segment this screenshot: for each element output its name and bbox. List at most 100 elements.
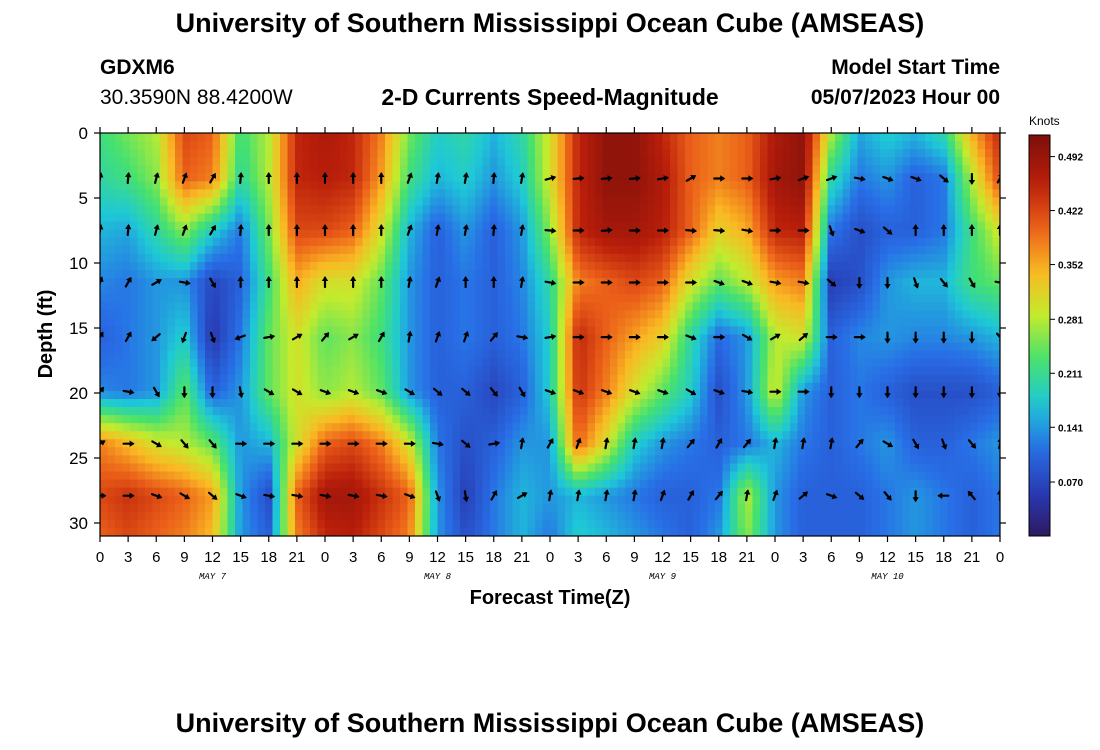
heatmap-cell [535,189,544,199]
heatmap-cell [992,173,1000,182]
heatmap-cell [175,398,184,408]
heatmap-cell [662,302,671,311]
heatmap-cell [355,350,364,360]
heatmap-cell [415,382,424,392]
heatmap-cell [145,286,154,295]
heatmap-cell [887,173,896,182]
heatmap-cell [175,318,184,328]
heatmap-cell [617,447,626,456]
heatmap-cell [527,294,536,303]
heatmap-cell [962,181,971,191]
heatmap-cell [625,157,634,166]
heatmap-cell [505,197,514,207]
heatmap-cell [445,221,454,231]
heatmap-cell [400,165,409,174]
heatmap-cell [302,310,311,319]
heatmap-cell [902,245,911,255]
heatmap-cell [535,278,544,287]
heatmap-cell [737,334,746,344]
heatmap-cell [932,149,941,158]
heatmap-cell [647,374,656,384]
heatmap-cell [527,382,536,392]
heatmap-cell [977,205,986,215]
heatmap-cell [295,342,304,352]
heatmap-cell [115,197,124,207]
heatmap-cell [602,221,611,231]
heatmap-cell [460,302,469,311]
heatmap-cell [265,237,274,247]
heatmap-cell [692,157,701,166]
heatmap-cell [610,398,619,408]
heatmap-cell [422,302,431,311]
heatmap-cell [715,407,724,416]
heatmap-cell [130,310,139,319]
heatmap-cell [362,366,371,376]
heatmap-cell [797,229,806,239]
heatmap-cell [865,398,874,408]
heatmap-cell [100,447,109,456]
heatmap-cell [467,318,476,328]
heatmap-cell [647,350,656,360]
heatmap-cell [542,181,551,191]
heatmap-cell [595,407,604,416]
heatmap-cell [137,157,146,166]
heatmap-cell [137,133,146,142]
heatmap-cell [992,189,1000,199]
heatmap-cell [317,229,326,239]
heatmap-cell [362,294,371,303]
heatmap-cell [167,213,176,223]
heatmap-cell [415,181,424,191]
heatmap-cell [520,133,529,142]
heatmap-cell [325,318,334,328]
heatmap-cell [227,447,236,456]
heatmap-cell [400,326,409,336]
heatmap-cell [992,237,1000,247]
heatmap-cell [812,366,821,376]
heatmap-cell [580,407,589,416]
heatmap-cell [190,334,199,344]
heatmap-cell [452,390,461,400]
heatmap-cell [497,229,506,239]
heatmap-cell [550,358,559,368]
heatmap-cell [572,205,581,215]
heatmap-cell [422,245,431,255]
heatmap-cell [820,382,829,392]
heatmap-cell [842,423,851,432]
heatmap-cell [242,310,251,319]
heatmap-cell [647,439,656,448]
heatmap-cell [625,318,634,328]
heatmap-cell [385,431,394,440]
heatmap-cell [737,245,746,255]
heatmap-cell [235,423,244,432]
heatmap-cell [145,318,154,328]
heatmap-cell [782,302,791,311]
heatmap-cell [745,270,754,279]
heatmap-cell [962,221,971,231]
heatmap-cell [520,157,529,166]
heatmap-cell [137,213,146,223]
heatmap-cell [775,286,784,295]
heatmap-cell [220,205,229,215]
model-start-value: 05/07/2023 Hour 00 [810,86,1000,109]
heatmap-cell [445,398,454,408]
heatmap-cell [430,398,439,408]
heatmap-cell [970,294,979,303]
heatmap-cell [992,366,1000,376]
heatmap-cell [535,326,544,336]
heatmap-cell [190,245,199,255]
heatmap-cell [467,423,476,432]
heatmap-cell [475,237,484,247]
heatmap-cell [197,245,206,255]
heatmap-cell [550,382,559,392]
heatmap-cell [220,189,229,199]
heatmap-cell [557,286,566,295]
heatmap-cell [295,326,304,336]
heatmap-cell [287,463,296,473]
heatmap-cell [302,197,311,207]
heatmap-cell [490,358,499,368]
heatmap-cell [932,382,941,392]
heatmap-cell [220,342,229,352]
heatmap-cell [715,286,724,295]
heatmap-cell [167,197,176,207]
heatmap-cell [182,374,191,384]
